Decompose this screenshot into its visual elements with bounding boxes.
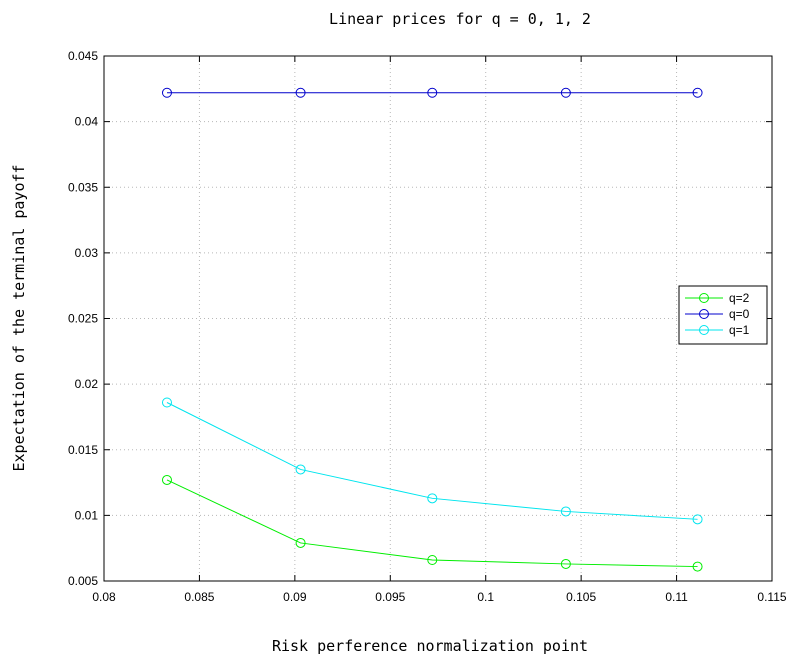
x-tick-label: 0.115 bbox=[757, 590, 786, 604]
y-axis-label: Expectation of the terminal payoff bbox=[10, 164, 28, 471]
y-tick-label: 0.005 bbox=[68, 574, 98, 588]
y-tick-label: 0.045 bbox=[68, 49, 98, 63]
y-tick-label: 0.035 bbox=[68, 180, 98, 194]
x-tick-label: 0.09 bbox=[283, 590, 307, 604]
data-point bbox=[161, 397, 172, 408]
series bbox=[161, 87, 703, 572]
series-q-2 bbox=[161, 474, 703, 572]
x-tick-label: 0.11 bbox=[665, 590, 688, 604]
data-point bbox=[692, 514, 703, 525]
data-point bbox=[427, 493, 438, 504]
series-line bbox=[166, 479, 698, 568]
legend-box bbox=[678, 285, 768, 345]
data-point bbox=[295, 464, 306, 475]
x-tick-label: 0.105 bbox=[566, 590, 596, 604]
data-point bbox=[161, 474, 172, 485]
series-q-0 bbox=[161, 87, 703, 98]
data-point bbox=[692, 561, 703, 572]
legend: q=2 q=0 q=1 bbox=[678, 285, 768, 345]
series-q-1 bbox=[161, 397, 703, 525]
legend-label: q=2 bbox=[729, 291, 750, 305]
legend-label: q=1 bbox=[729, 323, 750, 337]
data-point bbox=[295, 537, 306, 548]
chart-title: Linear prices for q = 0, 1, 2 bbox=[329, 10, 591, 28]
data-point bbox=[560, 558, 571, 569]
data-point bbox=[692, 87, 703, 98]
y-tick-label: 0.015 bbox=[68, 443, 98, 457]
y-tick-labels: 0.005 0.01 0.015 0.02 0.025 0.03 0.035 0.04 0.04… bbox=[68, 49, 98, 588]
y-tick-label: 0.04 bbox=[75, 115, 99, 129]
x-tick-label: 0.095 bbox=[375, 590, 405, 604]
x-tick-label: 0.1 bbox=[477, 590, 494, 604]
grid bbox=[104, 56, 772, 581]
x-axis-label: Risk perference normalization point bbox=[272, 637, 588, 655]
data-point bbox=[560, 87, 571, 98]
x-tick-labels: 0.08 0.085 0.09 0.095 0.1 0.105 0.11 0.115 bbox=[92, 590, 787, 604]
data-point bbox=[427, 555, 438, 565]
legend-marker bbox=[699, 309, 709, 319]
data-point bbox=[427, 87, 438, 98]
x-tick-label: 0.085 bbox=[184, 590, 214, 604]
data-point bbox=[161, 87, 172, 98]
series-line bbox=[166, 402, 698, 520]
x-tick-label: 0.08 bbox=[92, 590, 116, 604]
legend-marker bbox=[699, 293, 709, 303]
data-point bbox=[560, 506, 571, 517]
y-tick-label: 0.025 bbox=[68, 312, 98, 326]
data-point bbox=[295, 87, 306, 98]
y-tick-label: 0.01 bbox=[75, 508, 99, 522]
axis-ticks bbox=[103, 55, 773, 582]
legend-label: q=0 bbox=[729, 307, 750, 321]
y-tick-label: 0.03 bbox=[75, 246, 99, 260]
y-tick-label: 0.02 bbox=[75, 377, 99, 391]
legend-marker bbox=[699, 325, 709, 335]
